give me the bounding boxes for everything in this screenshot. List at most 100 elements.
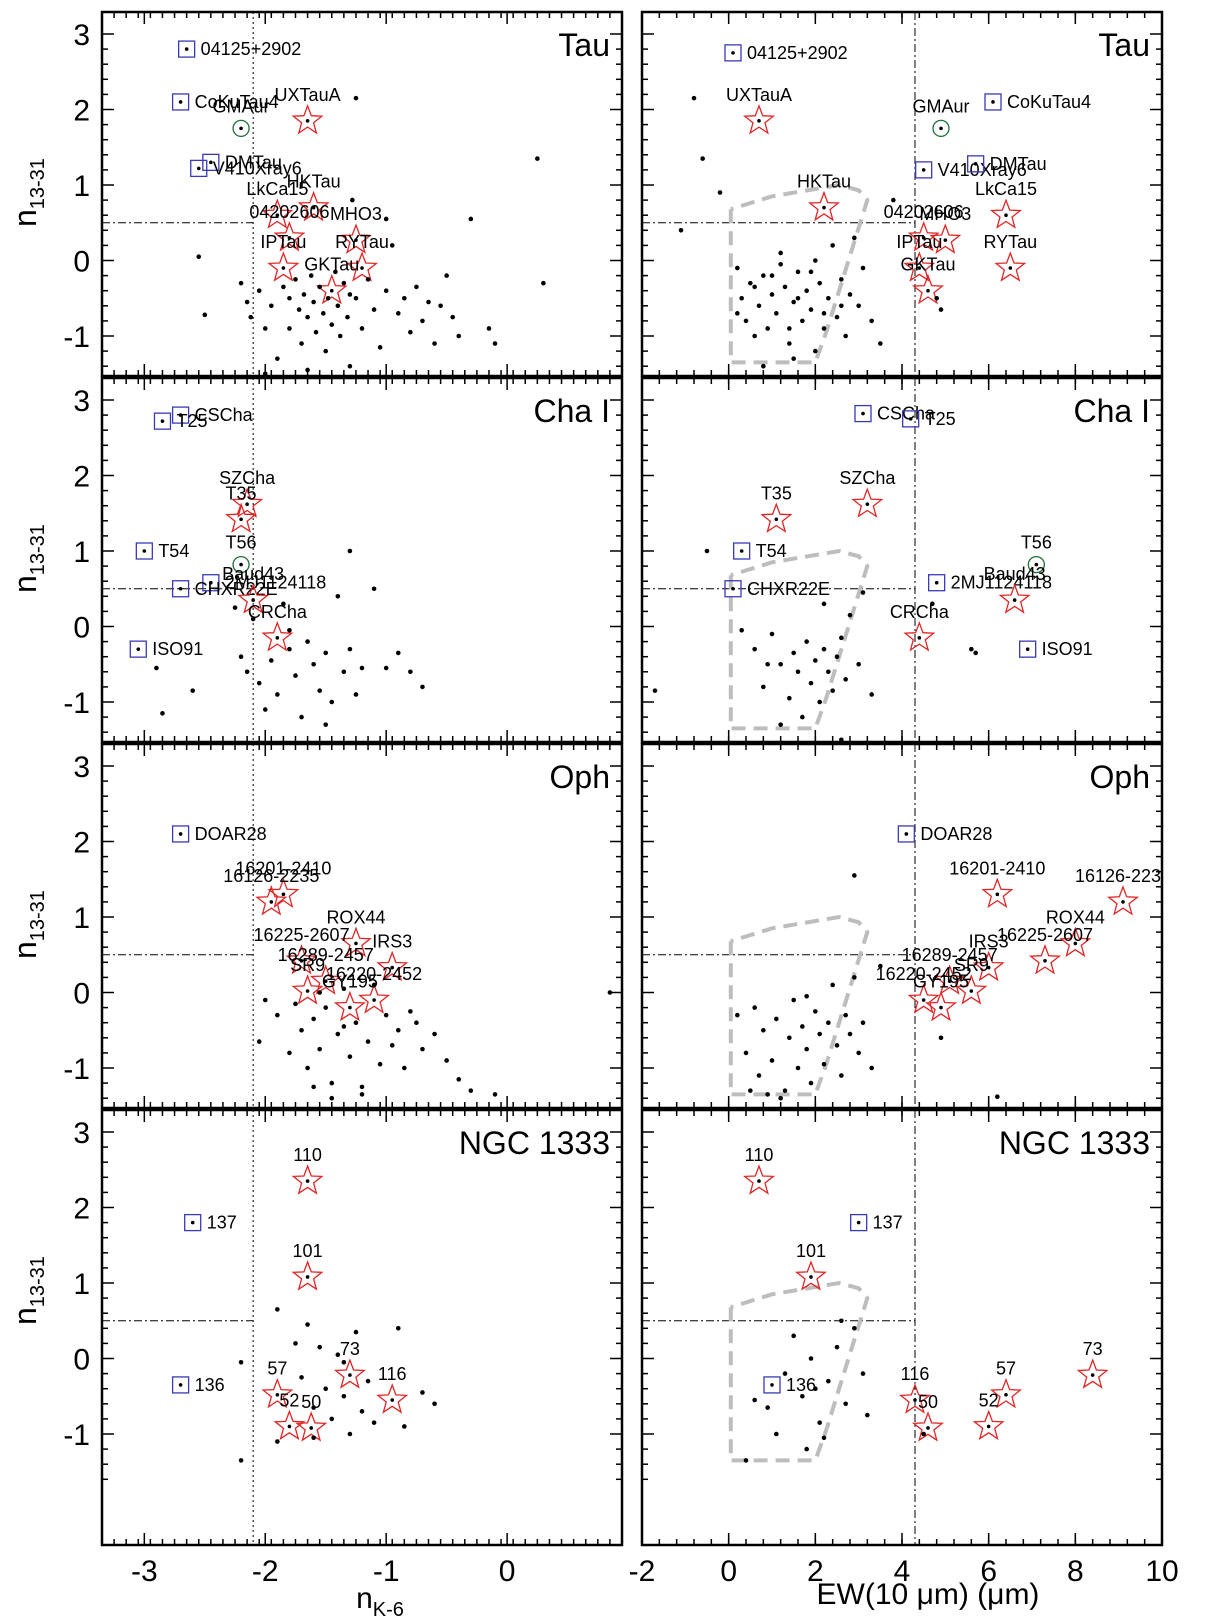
data-point: [869, 692, 874, 697]
data-point: [335, 594, 341, 599]
point-label: 16225-2607: [253, 925, 349, 945]
star-marker: [907, 221, 940, 252]
marker-center-dot: [178, 586, 183, 591]
square-marker: [854, 404, 872, 423]
data-point: [492, 341, 498, 346]
data-point: [778, 1095, 783, 1101]
data-point: [317, 387, 322, 392]
point-label: GMAur: [912, 96, 969, 116]
y-tick-label: -1: [63, 1053, 90, 1086]
data-point: [359, 1084, 365, 1090]
data-point: [804, 1046, 809, 1052]
data-point: [305, 639, 310, 644]
data-point: [839, 635, 844, 641]
data-point: [795, 295, 801, 301]
star-marker: [989, 198, 1023, 229]
y-tick-label: 0: [73, 1344, 90, 1377]
data-point: [317, 1046, 322, 1052]
y-tick-label: 1: [73, 1268, 90, 1301]
data-point: [717, 190, 723, 195]
point-label: IRS3: [969, 932, 1009, 952]
data-point: [341, 1359, 347, 1365]
data-point: [262, 707, 268, 712]
point-label: 16201-2410: [949, 858, 1045, 878]
point-label: T56: [1021, 533, 1052, 553]
data-point: [414, 1020, 419, 1025]
marker-center-dot: [861, 411, 865, 416]
data-point: [839, 1318, 844, 1324]
data-point: [735, 311, 740, 316]
data-point: [830, 243, 835, 248]
data-point: [856, 1050, 861, 1056]
data-point: [847, 1031, 853, 1037]
data-points: CSChaT25T542MJ1124118CHXR22EISO91T56SZCh…: [129, 405, 425, 727]
data-point: [420, 1046, 425, 1052]
data-point: [869, 1065, 874, 1071]
data-point: [299, 341, 304, 346]
y-axis-title-main: n: [7, 209, 43, 227]
point-label: 16201-2410: [235, 858, 331, 878]
x-tick-label: -2: [252, 1555, 279, 1588]
data-point: [765, 1092, 770, 1097]
point-label: 57: [267, 1359, 287, 1379]
star-marker: [376, 1383, 409, 1414]
data-point: [973, 650, 978, 656]
data-point: [678, 228, 684, 233]
data-point: [389, 1043, 395, 1048]
marker-center-dot: [209, 160, 213, 165]
data-point: [341, 986, 347, 992]
data-point: [345, 314, 350, 320]
data-point: [305, 1065, 310, 1071]
point-label: MHO3: [919, 204, 971, 224]
data-point: [293, 673, 298, 678]
point-label: CRCha: [890, 602, 950, 622]
point-label: 116: [901, 1364, 930, 1384]
data-point: [791, 650, 796, 656]
data-point: [333, 269, 338, 275]
data-point: [426, 299, 431, 305]
data-point: [383, 288, 389, 294]
data-point: [408, 1009, 413, 1014]
data-point: [839, 277, 844, 282]
data-point: [238, 280, 244, 286]
data-point: [347, 1054, 353, 1059]
data-point: [739, 295, 744, 301]
data-point: [765, 1405, 770, 1410]
data-point: [301, 292, 307, 297]
star-marker: [291, 974, 324, 1005]
marker-center-dot: [299, 958, 304, 963]
y-axis-title-main: n: [7, 1307, 43, 1325]
point-label: CoKuTau4: [1007, 92, 1091, 112]
x-axis-title-left: nK-6: [356, 1582, 404, 1618]
point-label: 04202606: [884, 202, 964, 222]
data-point: [269, 303, 274, 309]
data-point: [395, 650, 401, 656]
star-marker: [907, 983, 940, 1014]
square-marker: [984, 93, 1002, 111]
y-tick-label: 2: [73, 95, 90, 128]
point-label: RYTau: [335, 232, 389, 252]
x-tick-label: 2: [807, 1555, 824, 1588]
data-points: CSChaT25T542MJ1124118CHXR22EISO91T56SZCh…: [652, 404, 1093, 742]
y-tick-label: 1: [73, 170, 90, 203]
data-point: [311, 1435, 316, 1441]
data-point: [808, 1356, 814, 1361]
data-point: [839, 1073, 844, 1078]
marker-center-dot: [275, 1392, 280, 1397]
point-label: UXTauA: [726, 85, 792, 105]
data-point: [761, 273, 766, 278]
star-marker: [333, 1358, 366, 1389]
data-point: [743, 1458, 749, 1463]
data-point: [444, 273, 449, 278]
data-point: [329, 1080, 335, 1086]
data-point: [420, 684, 425, 690]
marker-center-dot: [809, 1275, 813, 1279]
point-label: 16220-2452: [326, 964, 422, 984]
data-point: [821, 326, 827, 331]
data-point: [353, 692, 359, 697]
data-point: [921, 1431, 926, 1437]
region-label: Tau: [558, 27, 610, 63]
data-point: [769, 292, 775, 297]
